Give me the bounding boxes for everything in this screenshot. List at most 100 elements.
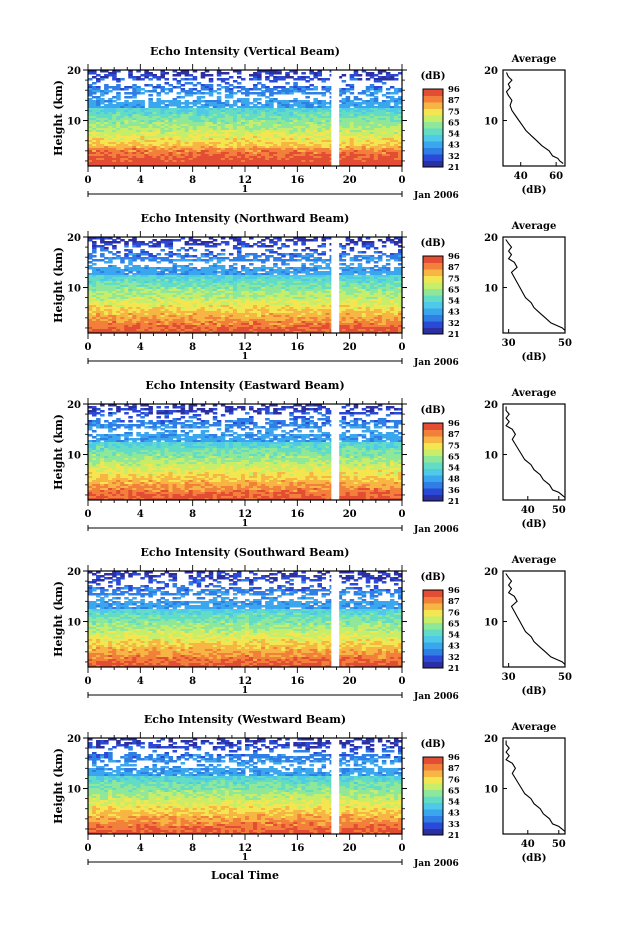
- heatmap-cell: [345, 128, 351, 131]
- heatmap-cell: [88, 148, 93, 151]
- heatmap-cell: [305, 130, 310, 133]
- heatmap-cell: [373, 122, 379, 125]
- heatmap-cell: [385, 295, 391, 298]
- heatmap-cell: [180, 96, 186, 99]
- heatmap-cell: [236, 297, 242, 300]
- heatmap-cell: [313, 150, 318, 153]
- heatmap-cell: [353, 102, 359, 105]
- heatmap-cell: [192, 271, 198, 274]
- heatmap-cell: [301, 118, 306, 121]
- heatmap-cell: [325, 126, 331, 129]
- heatmap-cell: [381, 148, 387, 151]
- heatmap-cell: [200, 154, 206, 157]
- heatmap-cell: [136, 134, 141, 137]
- heatmap-cell: [164, 281, 170, 284]
- heatmap-cell: [293, 136, 298, 139]
- heatmap-cell: [253, 158, 258, 161]
- heatmap-cell: [196, 152, 202, 155]
- heatmap-cell: [240, 158, 246, 161]
- heatmap-cell: [148, 112, 153, 115]
- heatmap-cell: [305, 299, 310, 302]
- heatmap-cell: [257, 128, 262, 131]
- heatmap-cell: [257, 142, 262, 145]
- heatmap-cell: [273, 164, 278, 167]
- heatmap-cell: [140, 156, 145, 159]
- heatmap-cell: [128, 132, 133, 135]
- heatmap-cell: [245, 120, 250, 123]
- heatmap-cell: [321, 299, 327, 302]
- heatmap-cell: [361, 273, 367, 276]
- heatmap-cell: [257, 118, 262, 121]
- heatmap-cell: [273, 297, 278, 300]
- heatmap-cell: [357, 279, 363, 282]
- heatmap-cell: [196, 134, 202, 137]
- heatmap-cell: [92, 136, 97, 139]
- heatmap-cell: [92, 124, 97, 127]
- heatmap-cell: [325, 279, 331, 282]
- heatmap-cell: [232, 136, 238, 139]
- heatmap-cell: [397, 102, 403, 105]
- heatmap-cell: [289, 158, 294, 161]
- heatmap-cell: [104, 114, 109, 117]
- heatmap-cell: [108, 86, 113, 89]
- heatmap-cell: [365, 277, 371, 280]
- heatmap-cell: [373, 86, 379, 89]
- heatmap-cell: [317, 156, 322, 159]
- heatmap-cell: [373, 251, 379, 254]
- colorbar-unit: (dB): [421, 71, 446, 82]
- heatmap-cell: [180, 283, 186, 286]
- heatmap-cell: [393, 158, 399, 161]
- heatmap-cell: [192, 128, 198, 131]
- heatmap-cell: [120, 287, 125, 290]
- heatmap-cell: [249, 148, 254, 151]
- heatmap-cell: [273, 134, 278, 137]
- heatmap-cell: [277, 273, 282, 276]
- heatmap-cell: [148, 128, 153, 131]
- heatmap-cell: [220, 136, 226, 139]
- heatmap-cell: [100, 146, 105, 149]
- heatmap-cell: [204, 148, 210, 151]
- heatmap-cell: [341, 291, 347, 294]
- heatmap-cell: [180, 108, 186, 111]
- heatmap-cell: [325, 144, 331, 147]
- heatmap-cell: [88, 291, 93, 294]
- heatmap-cell: [132, 255, 137, 258]
- heatmap-cell: [365, 156, 371, 159]
- heatmap-cell: [196, 120, 202, 123]
- heatmap-cell: [88, 72, 93, 75]
- heatmap-cell: [293, 283, 298, 286]
- heatmap-cell: [385, 263, 391, 266]
- heatmap-cell: [100, 259, 105, 262]
- heatmap-cell: [188, 130, 194, 133]
- heatmap-cell: [385, 140, 391, 143]
- heatmap-cell: [88, 150, 93, 153]
- heatmap-cell: [289, 301, 294, 304]
- heatmap-cell: [224, 102, 230, 105]
- heatmap-cell: [309, 142, 314, 145]
- heatmap-cell: [144, 144, 149, 147]
- heatmap-cell: [285, 162, 290, 165]
- heatmap-cell: [156, 112, 161, 115]
- heatmap-cell: [96, 88, 101, 91]
- heatmap-cell: [184, 148, 190, 151]
- heatmap-cell: [160, 301, 165, 304]
- heatmap-cell: [269, 285, 274, 288]
- heatmap-cell: [116, 142, 121, 145]
- heatmap-cell: [168, 114, 174, 117]
- heatmap-cell: [381, 281, 387, 284]
- heatmap-cell: [353, 96, 359, 99]
- heatmap-cell: [140, 74, 145, 77]
- heatmap-cell: [249, 150, 254, 153]
- heatmap-cell: [245, 279, 250, 282]
- heatmap-cell: [100, 285, 105, 288]
- heatmap-cell: [341, 92, 347, 95]
- heatmap-cell: [249, 130, 254, 133]
- heatmap-cell: [393, 132, 399, 135]
- heatmap-cell: [132, 92, 137, 95]
- heatmap-cell: [192, 100, 198, 103]
- heatmap-cell: [381, 104, 387, 107]
- heatmap-cell: [128, 285, 133, 288]
- heatmap-cell: [357, 289, 363, 292]
- heatmap-cell: [156, 243, 161, 246]
- heatmap-cell: [381, 120, 387, 123]
